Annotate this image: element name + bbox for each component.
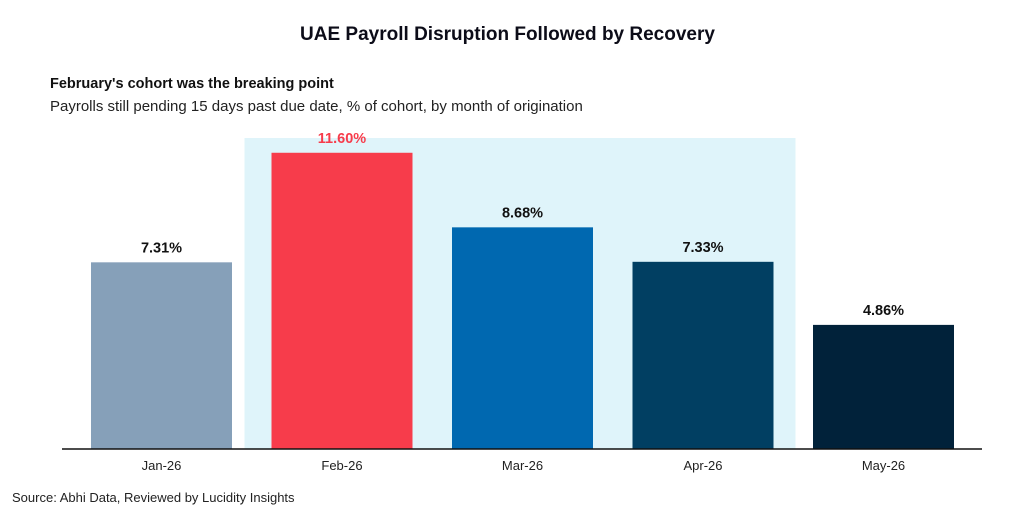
labels-layer: 7.31% Jan-26 11.60% Feb-26 8.68% Mar-26 7.33% A… <box>141 131 905 473</box>
x-tick-label-mar-26: Mar-26 <box>502 458 543 473</box>
bar-apr-26 <box>632 261 774 449</box>
data-label-apr-26: 7.33% <box>682 240 723 256</box>
data-label-mar-26: 8.68% <box>502 205 543 221</box>
bar-mar-26 <box>452 227 593 449</box>
data-label-feb-26: 11.60% <box>318 131 366 147</box>
x-tick-label-jan-26: Jan-26 <box>142 458 182 473</box>
x-tick-label-feb-26: Feb-26 <box>321 458 362 473</box>
data-label-jan-26: 7.31% <box>141 240 182 256</box>
x-tick-label-may-26: May-26 <box>862 458 905 473</box>
chart-subtitle: February's cohort was the breaking point <box>50 76 334 92</box>
data-label-may-26: 4.86% <box>863 303 904 319</box>
chart-description: Payrolls still pending 15 days past due … <box>50 98 583 115</box>
bar-jan-26 <box>91 262 232 449</box>
source-note: Source: Abhi Data, Reviewed by Lucidity … <box>12 490 295 505</box>
bar-may-26 <box>813 324 954 449</box>
bars-layer <box>91 152 954 449</box>
chart-title: UAE Payroll Disruption Followed by Recov… <box>300 24 715 45</box>
x-tick-label-apr-26: Apr-26 <box>683 458 722 473</box>
bar-feb-26 <box>271 152 413 449</box>
